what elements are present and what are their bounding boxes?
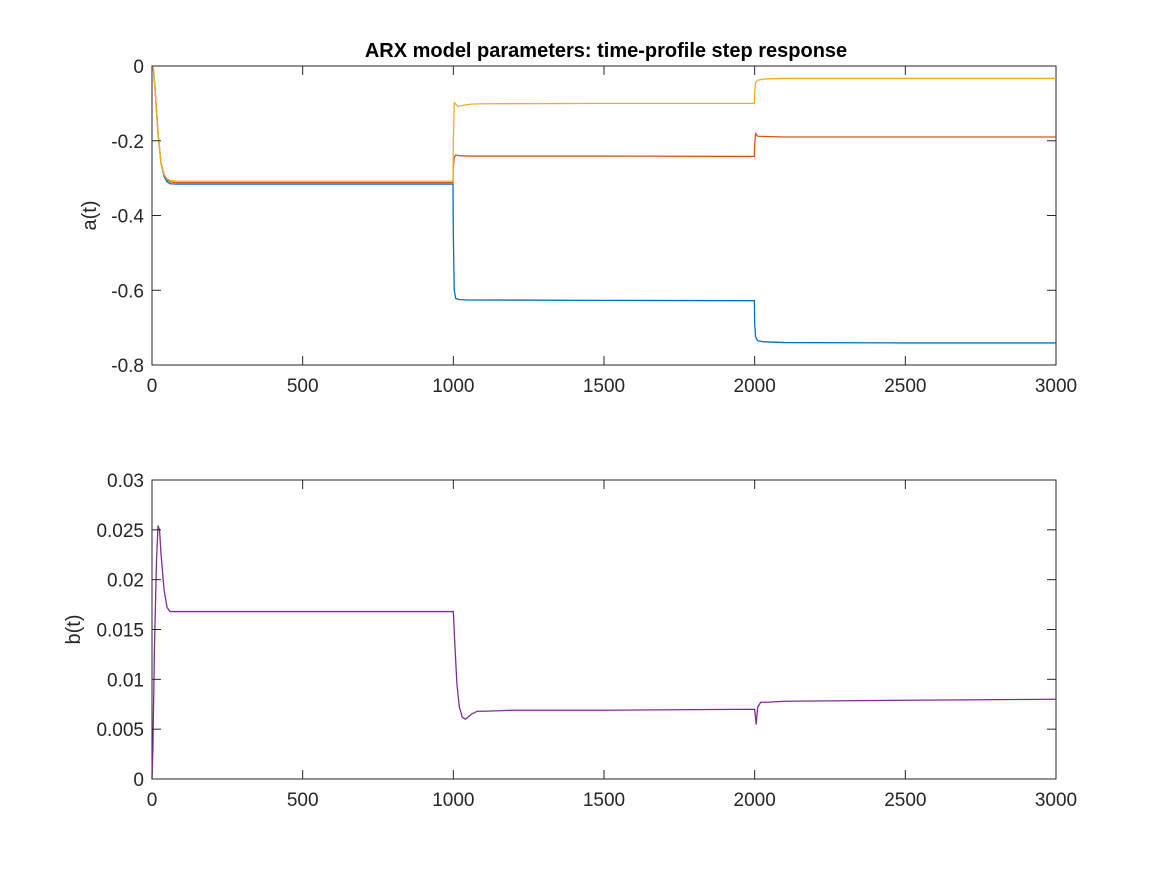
top-ytick-label: -0.8 [111, 356, 144, 377]
top-ytick-label: -0.4 [111, 207, 144, 228]
bottom-ytick-label: 0.005 [96, 720, 144, 741]
bottom-subplot-ticks: 0 500 1000 1500 2000 2500 3000 0 0.005 0.01 0.015 0… [96, 471, 1077, 811]
top-subplot-series [151, 65, 1056, 344]
top-ytick-label: -0.2 [111, 132, 144, 153]
bottom-subplot-b: 0 500 1000 1500 2000 2500 3000 0 0.005 0.01 0.015 0… [63, 471, 1077, 811]
top-ytick-label: -0.6 [111, 281, 144, 302]
bottom-xtick-label: 2000 [734, 790, 776, 811]
bottom-xtick-label: 1000 [432, 790, 474, 811]
bottom-xtick-label: 3000 [1035, 790, 1077, 811]
chart-title: ARX model parameters: time-profile step … [365, 40, 847, 62]
top-series-line-3 [151, 65, 1056, 182]
bottom-ytick-label: 0.03 [107, 471, 144, 492]
bottom-ytick-label: 0.02 [107, 571, 144, 592]
bottom-series-line-1 [151, 525, 1057, 780]
top-ytick-label: 0 [133, 57, 144, 78]
top-xtick-label: 0 [147, 376, 158, 397]
bottom-ytick-label: 0.015 [96, 621, 144, 642]
top-xtick-label: 3000 [1035, 376, 1077, 397]
top-subplot-ticks: 0 500 1000 1500 2000 2500 3000 0 -0.2 -0.4 -0.6 -0.… [111, 57, 1077, 397]
bottom-subplot-series [151, 525, 1057, 780]
bottom-subplot-axes-box [151, 479, 1057, 780]
top-xtick-label: 2500 [884, 376, 926, 397]
bottom-ytick-label: 0 [133, 770, 144, 791]
bottom-subplot-ylabel: b(t) [63, 615, 85, 645]
top-subplot-axes-box [151, 65, 1057, 366]
bottom-xtick-label: 1500 [583, 790, 625, 811]
top-xtick-label: 1000 [432, 376, 474, 397]
bottom-ytick-label: 0.025 [96, 521, 144, 542]
bottom-xtick-label: 0 [147, 790, 158, 811]
bottom-ytick-label: 0.01 [107, 670, 144, 691]
top-xtick-label: 500 [287, 376, 319, 397]
top-xtick-label: 1500 [583, 376, 625, 397]
bottom-xtick-label: 2500 [884, 790, 926, 811]
top-subplot-ylabel: a(t) [79, 201, 101, 231]
bottom-xtick-label: 500 [287, 790, 319, 811]
top-subplot-a: 0 500 1000 1500 2000 2500 3000 0 -0.2 -0.4 -0.6 -0.… [79, 40, 1077, 397]
top-xtick-label: 2000 [734, 376, 776, 397]
